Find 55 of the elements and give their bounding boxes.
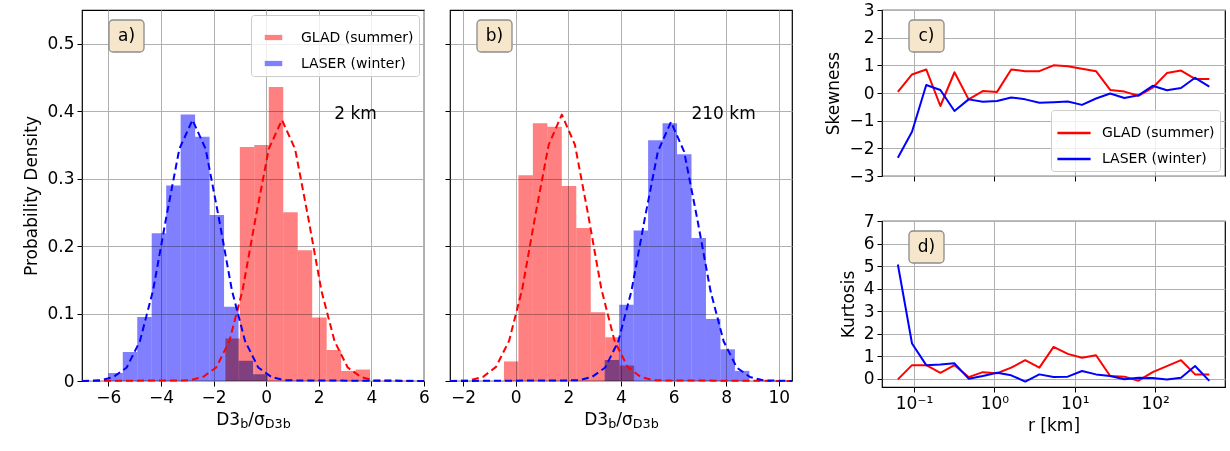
- annotation: d): [917, 236, 936, 256]
- legend-label: GLAD (summer): [301, 28, 414, 45]
- x-tick-label: 2: [313, 386, 325, 407]
- y-tick-label: 1: [863, 54, 875, 75]
- annotation: b): [485, 25, 504, 45]
- x-tick-label: 4: [366, 386, 378, 407]
- y-tick-label: 0.5: [47, 33, 75, 54]
- y-tick-label: 4: [863, 278, 875, 299]
- x-tick-label: 10⁻¹: [895, 392, 934, 413]
- y-tick-label: 3: [863, 300, 875, 321]
- x-tick-label: 0: [510, 386, 522, 407]
- annotation: 210 km: [691, 102, 756, 123]
- annotation: 2 km: [334, 102, 377, 123]
- y-tick-label: 0.1: [47, 303, 75, 324]
- y-tick-label: 2: [863, 323, 875, 344]
- y-tick-label: 6: [863, 233, 875, 254]
- x-tick-label: −2: [451, 386, 477, 407]
- y-axis-title: Skewness: [823, 51, 844, 136]
- x-tick-label: 10¹: [1061, 392, 1090, 413]
- y-tick-label: 0.3: [47, 168, 75, 189]
- x-axis-title: D3$_{b}$/σ$_{D3b}$: [584, 408, 659, 431]
- x-axis-title: r [km]: [1027, 414, 1081, 435]
- x-tick-label: 6: [419, 386, 430, 407]
- y-tick-label: −3: [849, 165, 875, 186]
- x-tick-label: 4: [616, 386, 627, 407]
- x-tick-label: 10²: [1141, 392, 1170, 413]
- y-tick-label: 7: [863, 210, 875, 231]
- annotation: a): [117, 25, 136, 45]
- annotation: c): [918, 25, 935, 45]
- y-tick-label: 0: [863, 368, 875, 389]
- y-tick-label: −2: [849, 137, 875, 158]
- y-axis-title: Kurtosis: [837, 270, 858, 339]
- x-tick-label: 0: [261, 386, 273, 407]
- y-tick-label: −1: [849, 110, 875, 131]
- y-tick-label: 1: [863, 345, 875, 366]
- y-tick-label: 0: [863, 82, 875, 103]
- legend-label: LASER (winter): [301, 54, 406, 71]
- y-tick-label: 2: [863, 27, 875, 48]
- legend-label: GLAD (summer): [1102, 124, 1215, 140]
- x-tick-label: 8: [721, 386, 733, 407]
- y-tick-label: 3: [863, 0, 875, 20]
- y-tick-label: 0: [63, 370, 75, 391]
- x-tick-label: 2: [563, 386, 575, 407]
- y-tick-label: 5: [863, 255, 875, 276]
- y-tick-label: 0.2: [47, 235, 75, 256]
- x-tick-label: 6: [668, 386, 680, 407]
- x-tick-label: 10⁰: [980, 392, 1010, 413]
- legend-label: LASER (winter): [1102, 150, 1207, 166]
- x-axis-title: D3$_{b}$/σ$_{D3b}$: [216, 408, 291, 431]
- y-axis-title: Probability Density: [21, 116, 42, 276]
- x-tick-label: −2: [201, 386, 227, 407]
- x-tick-label: −6: [96, 386, 122, 407]
- y-tick-label: 0.4: [47, 100, 75, 121]
- x-tick-label: −4: [148, 386, 174, 407]
- x-tick-label: 10: [768, 386, 791, 407]
